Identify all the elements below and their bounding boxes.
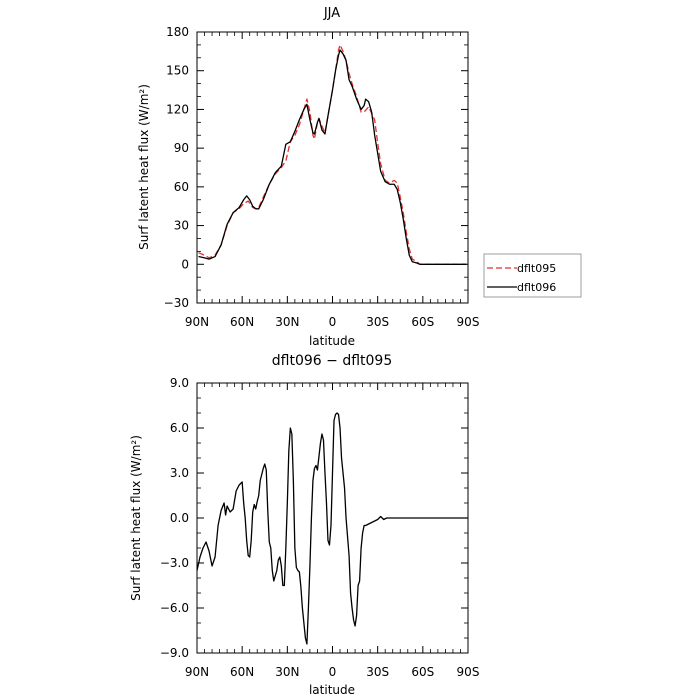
bottom-y-tick-label: −9.0 [160, 646, 189, 660]
top-y-tick-label: 90 [174, 141, 189, 155]
bottom-x-tick-labels: 90N 60N 30N 0 30S 60S 90S [185, 665, 480, 679]
bottom-x-tick-label: 90N [185, 665, 209, 679]
bottom-x-tick-label: 60S [411, 665, 434, 679]
bottom-x-tick-label: 30N [275, 665, 299, 679]
top-plot: JJA 90N 60N 30N 0 30S 60S 90S −30 0 30 60 90 120 150… [137, 6, 479, 348]
bottom-series [196, 412, 468, 645]
bottom-plot-title: dflt096 − dflt095 [272, 353, 392, 369]
bottom-y-tick-label: 9.0 [170, 376, 189, 390]
bottom-x-tick-label: 0 [329, 665, 337, 679]
top-x-tick-label: 60N [230, 315, 254, 329]
bottom-y-tick-label: 3.0 [170, 466, 189, 480]
top-x-tick-label: 90S [457, 315, 480, 329]
top-x-tick-labels: 90N 60N 30N 0 30S 60S 90S [185, 315, 480, 329]
bottom-y-tick-label: −6.0 [160, 601, 189, 615]
bottom-y-tick-label: 0.0 [170, 511, 189, 525]
top-x-tick-label: 30S [366, 315, 389, 329]
legend-label-dflt096: dflt096 [517, 281, 556, 294]
top-x-tick-label: 90N [185, 315, 209, 329]
top-series-line-dflt095 [198, 44, 467, 265]
legend-label-dflt095: dflt095 [517, 262, 556, 275]
bottom-y-tick-labels: −9.0 −6.0 −3.0 0.0 3.0 6.0 9.0 [160, 376, 189, 660]
top-plot-title: JJA [323, 6, 340, 21]
top-y-tick-labels: −30 0 30 60 90 120 150 180 [164, 25, 189, 310]
top-series [198, 44, 467, 265]
legend-box [483, 253, 582, 298]
top-x-axis-label: latitude [309, 334, 355, 348]
bottom-x-tick-label: 90S [457, 665, 480, 679]
top-x-tick-label: 0 [329, 315, 337, 329]
top-y-tick-label: −30 [164, 296, 189, 310]
top-x-tick-label: 60S [411, 315, 434, 329]
bottom-y-tick-label: 6.0 [170, 421, 189, 435]
top-y-tick-label: 120 [166, 102, 189, 116]
bottom-x-tick-label: 60N [230, 665, 254, 679]
top-series-line-dflt096 [198, 49, 467, 265]
legend: dflt095 dflt096 [483, 253, 582, 298]
top-y-tick-label: 60 [174, 180, 189, 194]
bottom-axis-ticks [196, 382, 469, 654]
top-y-tick-label: 180 [166, 25, 189, 39]
top-y-tick-label: 30 [174, 219, 189, 233]
top-y-tick-label: 0 [181, 257, 189, 271]
bottom-series-line-diff-0 [196, 412, 468, 645]
top-y-tick-label: 150 [166, 64, 189, 78]
top-plot-frame [196, 31, 469, 304]
bottom-y-axis-label: Surf latent heat flux (W/m²) [129, 435, 143, 601]
bottom-y-tick-label: −3.0 [160, 556, 189, 570]
bottom-plot: dflt096 − dflt095 90N 60N 30N 0 30S 60S 90S −9… [129, 353, 479, 697]
top-x-tick-label: 30N [275, 315, 299, 329]
bottom-x-tick-label: 30S [366, 665, 389, 679]
bottom-x-axis-label: latitude [309, 683, 355, 697]
top-axis-ticks [196, 31, 469, 304]
top-y-axis-label: Surf latent heat flux (W/m²) [137, 84, 151, 250]
